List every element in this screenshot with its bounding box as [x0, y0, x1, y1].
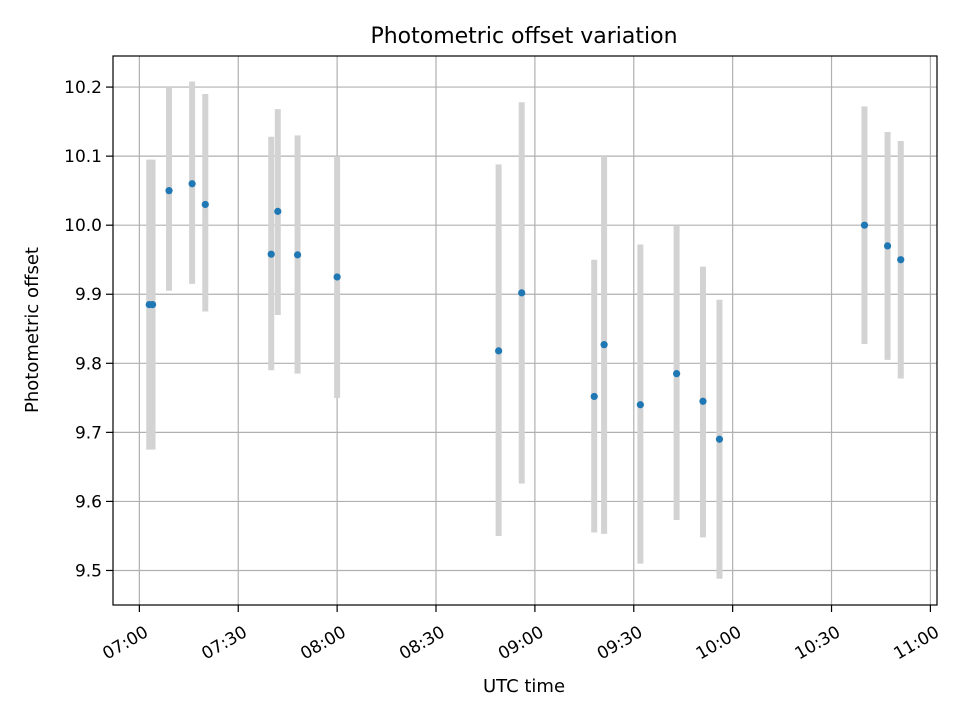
- x-tick-label-5: 09:30: [594, 622, 646, 664]
- data-points: [145, 180, 905, 443]
- data-point-15: [699, 397, 707, 405]
- plot-frame: [112, 55, 938, 606]
- data-point-1: [148, 301, 157, 309]
- x-tick-label-3: 08:30: [396, 622, 448, 664]
- x-tick-label-2: 08:00: [297, 622, 349, 664]
- data-point-3: [188, 180, 196, 188]
- y-tick-label-3: 9.8: [75, 354, 102, 374]
- data-point-18: [883, 242, 892, 250]
- x-tick-label-6: 10:00: [693, 622, 745, 664]
- y-tick-label-0: 9.5: [75, 561, 102, 581]
- x-tick-label-8: 11:00: [890, 622, 942, 664]
- y-axis-ticks: 9.5 9.6 9.7 9.8 9.9 10.0 10.1 10.2: [64, 78, 113, 581]
- data-point-5: [267, 250, 275, 258]
- data-point-12: [600, 341, 608, 349]
- grid: [113, 56, 937, 605]
- data-point-14: [673, 370, 681, 378]
- data-point-11: [590, 392, 598, 401]
- data-point-2: [165, 187, 173, 195]
- y-tick-label-2: 9.7: [75, 423, 102, 443]
- x-tick-label-7: 10:30: [792, 622, 844, 664]
- y-axis-label: Photometric offset: [22, 247, 43, 413]
- data-point-9: [495, 347, 503, 355]
- chart-title: Photometric offset variation: [370, 24, 677, 49]
- x-tick-label-0: 07:00: [99, 622, 151, 664]
- y-tick-label-4: 9.9: [75, 285, 102, 305]
- data-point-8: [333, 273, 341, 281]
- data-point-19: [897, 256, 905, 264]
- y-tick-label-7: 10.2: [64, 78, 102, 98]
- data-point-16: [715, 435, 724, 443]
- data-point-13: [636, 401, 644, 409]
- data-point-4: [201, 200, 209, 209]
- y-tick-label-6: 10.1: [64, 147, 102, 167]
- x-axis-label: UTC time: [483, 676, 565, 697]
- data-point-6: [274, 207, 282, 215]
- data-point-10: [518, 289, 526, 297]
- y-tick-label-1: 9.6: [75, 492, 102, 512]
- data-point-7: [293, 251, 302, 259]
- x-tick-label-4: 09:00: [495, 622, 547, 664]
- x-axis-ticks: 07:00 07:30 08:00 08:30 09:00 09:30 10:00 10:30…: [99, 605, 943, 664]
- data-point-17: [860, 221, 869, 229]
- y-tick-label-5: 10.0: [64, 216, 102, 236]
- x-tick-label-1: 07:30: [198, 622, 250, 664]
